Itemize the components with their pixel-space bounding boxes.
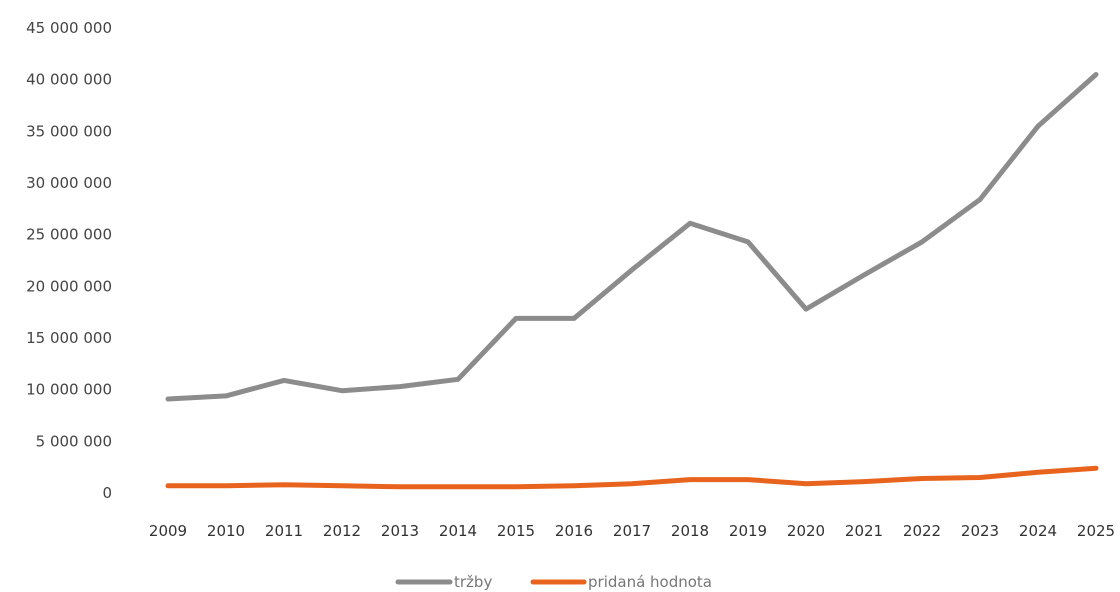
series-lines bbox=[165, 72, 1099, 490]
x-axis-ticks: 2009 2010 2011 2012 2013 2014 2015 2016 2017 2018… bbox=[149, 522, 1115, 540]
y-tick-label: 0 bbox=[102, 484, 112, 502]
series-line-pridana-hodnota bbox=[165, 465, 1099, 490]
y-tick-label: 25 000 000 bbox=[26, 226, 112, 244]
legend-label: pridaná hodnota bbox=[588, 573, 712, 591]
x-tick-label: 2025 bbox=[1077, 522, 1115, 540]
x-tick-label: 2016 bbox=[555, 522, 593, 540]
y-tick-label: 15 000 000 bbox=[26, 329, 112, 347]
x-tick-label: 2024 bbox=[1019, 522, 1057, 540]
x-tick-label: 2023 bbox=[961, 522, 999, 540]
y-tick-label: 40 000 000 bbox=[26, 71, 112, 89]
x-tick-label: 2012 bbox=[323, 522, 361, 540]
x-tick-label: 2019 bbox=[729, 522, 767, 540]
y-tick-label: 10 000 000 bbox=[26, 381, 112, 399]
x-tick-label: 2010 bbox=[207, 522, 245, 540]
y-tick-label: 35 000 000 bbox=[26, 122, 112, 140]
x-tick-label: 2022 bbox=[903, 522, 941, 540]
y-tick-label: 45 000 000 bbox=[26, 19, 112, 37]
series-line-trzby bbox=[165, 72, 1099, 402]
y-tick-label: 30 000 000 bbox=[26, 174, 112, 192]
y-tick-label: 20 000 000 bbox=[26, 277, 112, 295]
legend-label: tržby bbox=[454, 573, 492, 591]
x-tick-label: 2013 bbox=[381, 522, 419, 540]
x-tick-label: 2018 bbox=[671, 522, 709, 540]
x-tick-label: 2021 bbox=[845, 522, 883, 540]
x-tick-label: 2014 bbox=[439, 522, 477, 540]
legend: tržby pridaná hodnota bbox=[395, 573, 712, 591]
x-tick-label: 2015 bbox=[497, 522, 535, 540]
x-tick-label: 2011 bbox=[265, 522, 303, 540]
x-tick-label: 2009 bbox=[149, 522, 187, 540]
x-tick-label: 2020 bbox=[787, 522, 825, 540]
x-tick-label: 2017 bbox=[613, 522, 651, 540]
y-axis-ticks: 0 5 000 000 10 000 000 15 000 000 20 000 000… bbox=[26, 19, 112, 502]
y-tick-label: 5 000 000 bbox=[36, 432, 112, 450]
